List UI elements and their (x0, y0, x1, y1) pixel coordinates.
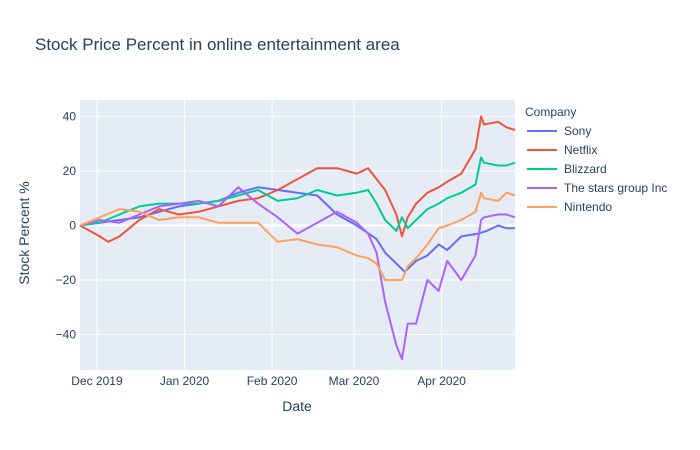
series-line-netflix (79, 115, 516, 243)
legend-title: Company (525, 105, 576, 119)
legend-label: Sony (564, 124, 591, 138)
legend-label: The stars group Inc (564, 181, 667, 195)
series-line-the-stars-group-inc (79, 186, 516, 361)
chart-title: Stock Price Percent in online entertainm… (35, 35, 400, 54)
series-line-nintendo (79, 191, 516, 281)
y-tick-label: −20 (56, 273, 77, 287)
y-axis-title: Stock Percent % (16, 181, 32, 285)
y-tick-label: −40 (56, 328, 77, 342)
series-line-sony (79, 186, 515, 273)
gridlines (80, 100, 515, 370)
x-axis-title: Date (282, 398, 312, 414)
legend-item[interactable]: Blizzard (527, 162, 607, 176)
legend-item[interactable]: The stars group Inc (527, 181, 667, 195)
y-tick-label: 20 (63, 164, 77, 178)
x-tick-label: Mar 2020 (329, 374, 380, 388)
legend: Company Sony Netflix Blizzard The stars gro… (525, 105, 667, 214)
legend-item[interactable]: Netflix (527, 143, 597, 157)
x-tick-label: Apr 2020 (417, 374, 466, 388)
x-tick-label: Jan 2020 (160, 374, 210, 388)
x-tick-label: Feb 2020 (247, 374, 298, 388)
plot-area (80, 100, 515, 370)
legend-item[interactable]: Sony (527, 124, 591, 138)
y-axis-ticks: −40 −20 0 20 40 (56, 109, 77, 341)
series-lines (79, 115, 516, 361)
legend-label: Nintendo (564, 200, 612, 214)
x-axis-ticks: Dec 2019 Jan 2020 Feb 2020 Mar 2020 Apr 2020 (71, 374, 466, 388)
x-tick-label: Dec 2019 (71, 374, 123, 388)
y-tick-label: 40 (63, 109, 77, 123)
legend-label: Netflix (564, 143, 597, 157)
legend-item[interactable]: Nintendo (527, 200, 612, 214)
y-tick-label: 0 (69, 218, 76, 232)
legend-label: Blizzard (564, 162, 607, 176)
